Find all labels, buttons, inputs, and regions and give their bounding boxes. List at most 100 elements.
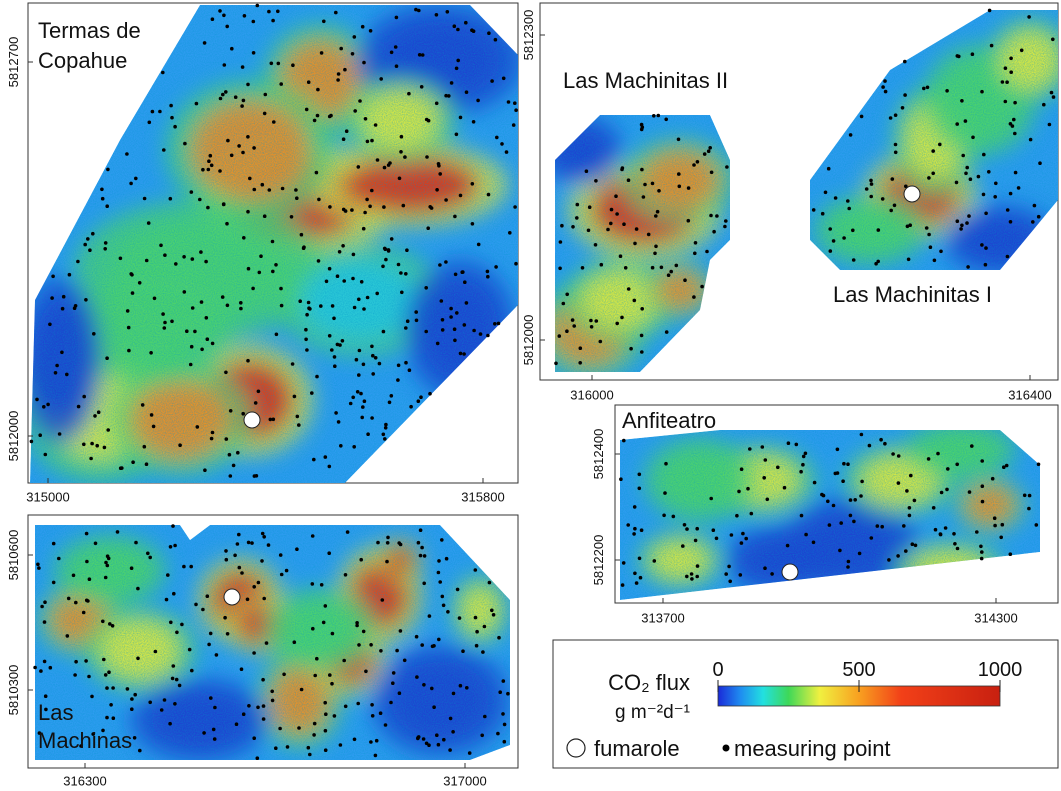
- measuring-point: [182, 255, 186, 259]
- measuring-point: [163, 326, 167, 330]
- measuring-point: [337, 72, 341, 76]
- measuring-point: [395, 649, 399, 653]
- measuring-point: [242, 712, 246, 716]
- measuring-point: [956, 547, 960, 551]
- measuring-point: [261, 678, 265, 682]
- measuring-point: [166, 573, 170, 577]
- measuring-point: [88, 577, 92, 581]
- measuring-point: [724, 572, 728, 576]
- measuring-point: [639, 576, 643, 580]
- measuring-point: [362, 630, 366, 634]
- measuring-point: [832, 239, 836, 243]
- measuring-point: [305, 108, 309, 112]
- measuring-point: [369, 29, 373, 33]
- measuring-point: [170, 116, 174, 120]
- measuring-point: [308, 753, 312, 757]
- measuring-point: [236, 542, 240, 546]
- measuring-point: [152, 425, 156, 429]
- measuring-point: [261, 183, 265, 187]
- measuring-point: [422, 683, 426, 687]
- measuring-point: [355, 358, 359, 362]
- measuring-point: [826, 500, 830, 504]
- measuring-point: [828, 227, 832, 231]
- measuring-point: [125, 152, 129, 156]
- measuring-point: [151, 110, 155, 114]
- measuring-point: [1038, 161, 1042, 165]
- measuring-point: [901, 106, 905, 110]
- measuring-point: [727, 565, 731, 569]
- measuring-point: [615, 212, 619, 216]
- measuring-point: [626, 523, 630, 527]
- y-tick-label: 5812000: [6, 411, 21, 462]
- measuring-point: [471, 222, 475, 226]
- measuring-point: [635, 227, 639, 231]
- measuring-point: [300, 688, 304, 692]
- measuring-point: [870, 182, 874, 186]
- measuring-point: [48, 323, 52, 327]
- measuring-point: [379, 77, 383, 81]
- measuring-point: [382, 330, 386, 334]
- measuring-point: [311, 627, 315, 631]
- measuring-point: [143, 445, 147, 449]
- measuring-point: [328, 465, 332, 469]
- measuring-point: [86, 599, 90, 603]
- measuring-point: [138, 281, 142, 285]
- measuring-point: [311, 534, 315, 538]
- measuring-point: [339, 743, 343, 747]
- measuring-point: [501, 712, 505, 716]
- measuring-point: [453, 339, 457, 343]
- measuring-point: [248, 177, 252, 181]
- measuring-point: [502, 679, 506, 683]
- measuring-point: [395, 64, 399, 68]
- measuring-point: [46, 403, 50, 407]
- measuring-point: [112, 716, 116, 720]
- measuring-point: [560, 224, 564, 228]
- measuring-point: [908, 514, 912, 518]
- measuring-point: [313, 119, 317, 123]
- measuring-point: [364, 670, 368, 674]
- measuring-point: [247, 704, 251, 708]
- measuring-point: [437, 571, 441, 575]
- measuring-point: [425, 155, 429, 159]
- y-tick-label: 5812200: [591, 535, 606, 586]
- x-tick-label: 315000: [26, 489, 69, 504]
- measuring-point: [664, 118, 668, 122]
- measuring-point: [459, 194, 463, 198]
- measuring-point: [735, 514, 739, 518]
- measuring-point: [270, 62, 274, 66]
- measuring-point: [852, 520, 856, 524]
- measuring-point: [357, 643, 361, 647]
- measuring-point: [376, 158, 380, 162]
- measuring-point: [82, 443, 86, 447]
- measuring-point: [148, 121, 152, 125]
- measuring-point: [483, 625, 487, 629]
- measuring-point: [497, 322, 501, 326]
- measuring-point: [849, 133, 853, 137]
- measuring-point: [67, 597, 71, 601]
- measuring-point: [271, 699, 275, 703]
- measuring-point: [370, 139, 374, 143]
- measuring-point: [975, 530, 979, 534]
- measuring-point: [488, 581, 492, 585]
- measuring-point: [614, 194, 618, 198]
- measuring-point: [271, 270, 275, 274]
- measuring-point: [149, 351, 153, 355]
- measuring-point: [737, 490, 741, 494]
- measuring-point: [694, 241, 698, 245]
- measuring-point: [267, 543, 271, 547]
- measuring-point: [640, 307, 644, 311]
- measuring-point: [262, 535, 266, 539]
- measuring-point: [35, 398, 39, 402]
- measuring-point: [764, 458, 768, 462]
- measuring-point: [376, 541, 380, 545]
- measuring-point: [262, 704, 266, 708]
- measuring-point: [633, 242, 637, 246]
- measuring-point: [224, 549, 228, 553]
- measuring-point: [585, 169, 589, 173]
- measuring-point: [253, 474, 257, 478]
- measuring-point: [242, 99, 246, 103]
- measuring-point: [728, 580, 732, 584]
- measuring-point: [384, 426, 388, 430]
- measuring-point: [163, 698, 167, 702]
- measuring-point: [106, 554, 110, 558]
